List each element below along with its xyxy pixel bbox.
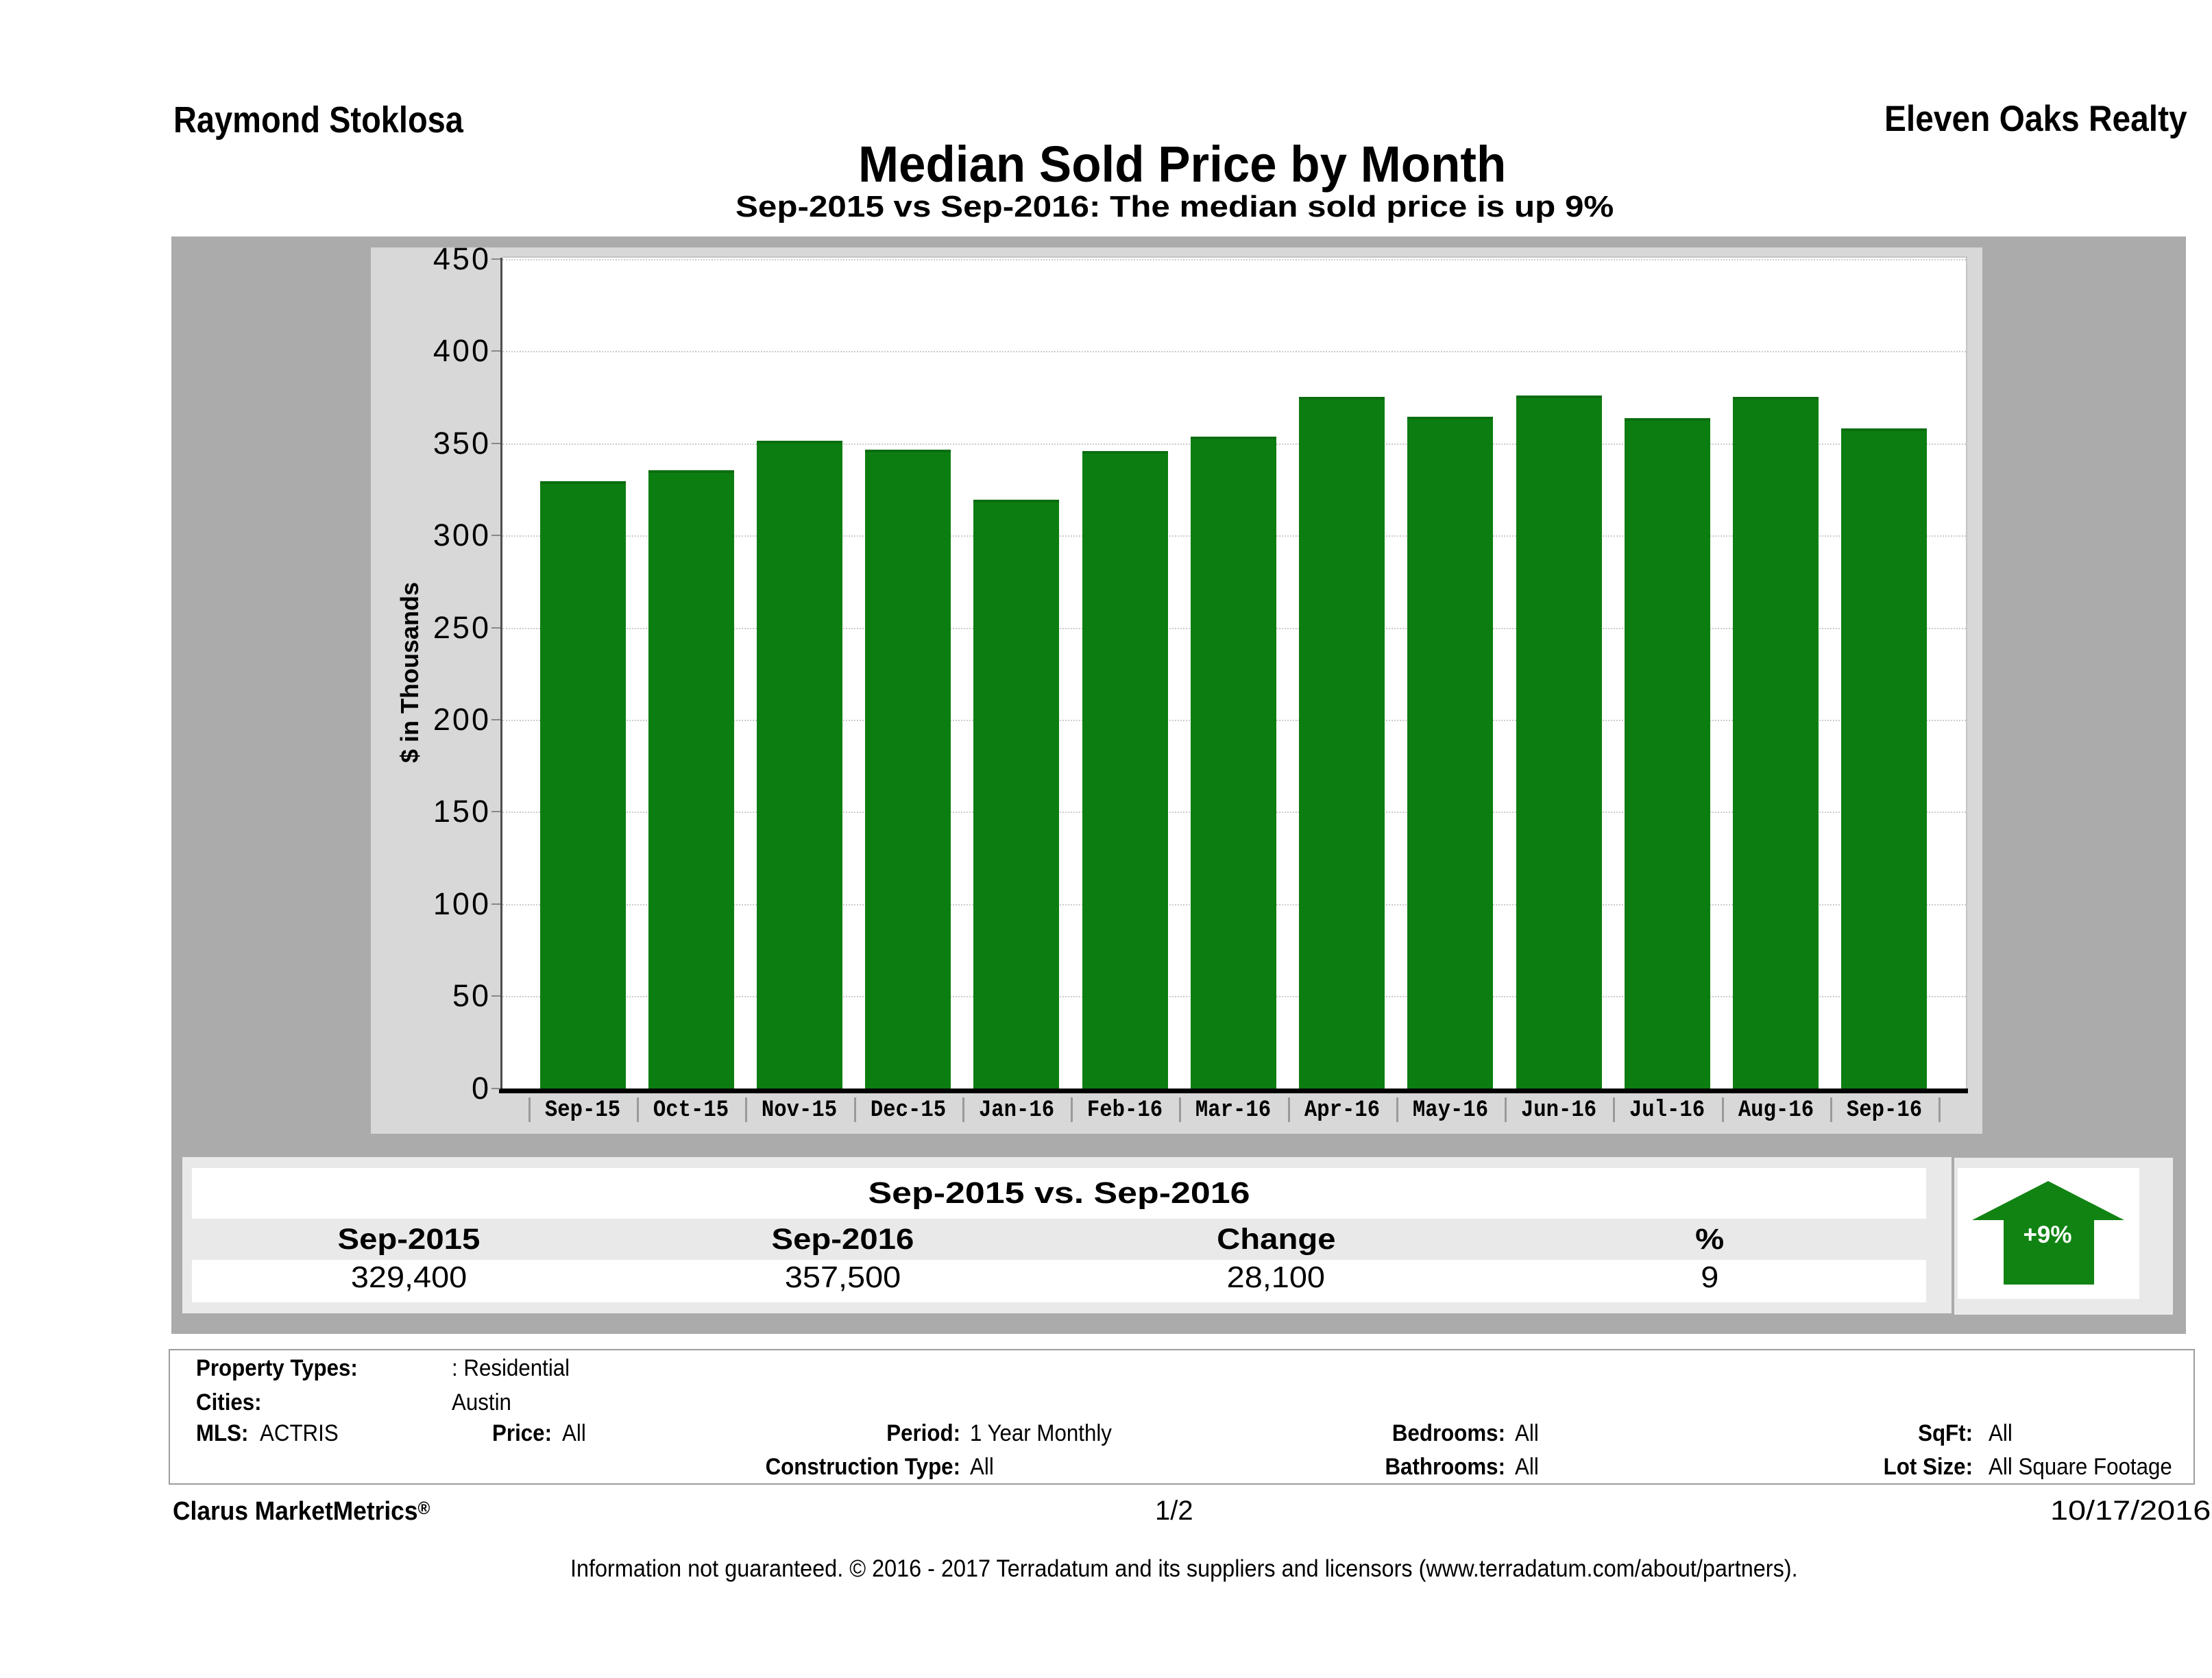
svg-text:+9%: +9%: [2023, 1221, 2071, 1248]
